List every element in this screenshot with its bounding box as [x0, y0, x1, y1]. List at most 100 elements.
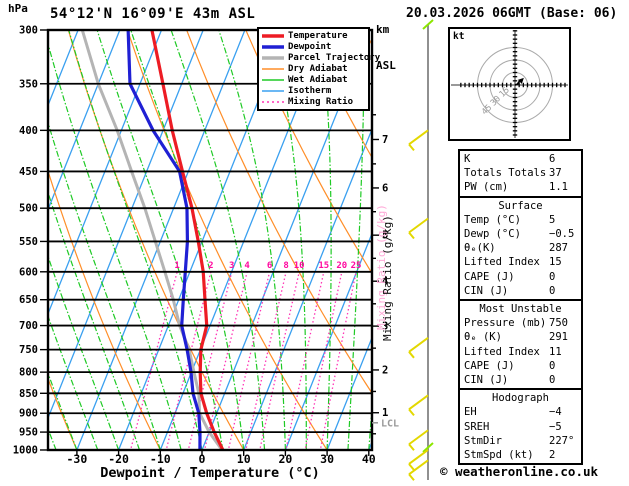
temp-tick-label: 20: [278, 452, 292, 466]
mixing-ratio-line: [304, 271, 343, 450]
wind-barb: [408, 429, 429, 451]
legend-item-isotherm: Isotherm: [261, 86, 366, 97]
legend-item-label: Mixing Ratio: [288, 97, 354, 108]
legend-item-temperature: Temperature: [261, 30, 366, 41]
wet-adiabat-line: [48, 254, 120, 450]
table-section-title: Surface: [498, 199, 543, 212]
table-row: Totals Totals 37: [464, 166, 577, 180]
station-title: 54°12'N 16°09'E 43m ASL: [50, 6, 256, 22]
table-row: CIN (J) 0: [464, 284, 577, 298]
temperature-axis-label: Dewpoint / Temperature (°C): [100, 465, 320, 481]
km-tick-label: 5: [382, 230, 388, 242]
table-row-label: Totals Totals: [464, 167, 547, 180]
table-row: PW (cm) 1.1: [464, 180, 577, 194]
table-row-value: −5: [549, 420, 562, 433]
pressure-tick-label: 700: [19, 320, 38, 332]
table-row-value: 37: [549, 167, 562, 180]
table-row-label: PW (cm): [464, 181, 509, 194]
isotherm-line: [243, 127, 372, 450]
table-row: StmDir 227°: [464, 434, 577, 448]
table-row-value: 291: [549, 331, 568, 344]
legend-item-parcel-trajectory: Parcel Trajectory: [261, 52, 380, 63]
table-row-value: 287: [549, 242, 568, 255]
table-row-label: StmDir: [464, 434, 502, 447]
table-row: θₑ (K) 291: [464, 330, 577, 344]
table-row-label: CIN (J): [464, 284, 509, 297]
table-row: Pressure (mb) 750: [464, 316, 577, 330]
table-row: CAPE (J) 0: [464, 359, 577, 373]
pressure-axis-unit: hPa: [8, 2, 28, 15]
table-indices: K 6 Totals Totals 37 PW (cm) 1.1: [458, 149, 583, 198]
legend-item-label: Dewpoint: [288, 41, 332, 52]
isotherm-line: [48, 30, 204, 420]
table-row-value: 2: [549, 449, 556, 462]
km-tick-label: 3: [382, 321, 388, 333]
table-section-title: Hodograph: [492, 392, 549, 405]
hodograph-trace-arrowhead: [517, 77, 524, 84]
mixing-ratio-value-label: 6: [267, 261, 272, 271]
table-hodograph-stats: Hodograph EH −4 SREH −5 StmDir 227° StmSpd (kt)…: [458, 388, 583, 466]
pressure-tick-label: 300: [19, 25, 38, 37]
table-row-label: CAPE (J): [464, 270, 515, 283]
mixing-ratio-value-label: 2: [208, 261, 213, 271]
credit: © weatheronline.co.uk: [440, 464, 599, 479]
table-row-label: Lifted Index: [464, 345, 540, 358]
isotherm-line: [284, 231, 372, 450]
mixing-ratio-value-label: 10: [294, 261, 305, 271]
table-row-value: 750: [549, 317, 568, 330]
temp-tick-label: 10: [237, 452, 251, 466]
table-surface: Surface Temp (°C) 5 Dewp (°C) −0.5 θₑ(K) 287 Li…: [458, 195, 583, 302]
mixing-ratio-value-label: 15: [318, 261, 329, 271]
wet-adiabat-line: [130, 30, 245, 450]
staff-bottom-marker: [422, 442, 434, 453]
pressure-tick-label: 750: [19, 344, 38, 356]
legend-line-sample: [262, 33, 284, 38]
table-row: SREH −5: [464, 420, 577, 434]
pressure-tick-label: 600: [19, 266, 38, 278]
isotherm-line: [48, 30, 121, 212]
wind-barb: [408, 459, 429, 481]
legend-line-sample: [262, 68, 284, 70]
stats-tables: K 6 Totals Totals 37 PW (cm) 1.1 Surface Temp (…: [458, 149, 583, 466]
table-row-value: 5: [549, 213, 556, 226]
wet-adiabat-line: [48, 190, 141, 450]
legend-line-sample: [262, 56, 284, 60]
table-row-label: θₑ (K): [464, 331, 502, 344]
legend-item-mixing-ratio: Mixing Ratio: [261, 97, 366, 108]
wet-adiabat-line: [48, 371, 78, 450]
legend-item-dewpoint: Dewpoint: [261, 41, 366, 52]
table-row-label: Dewp (°C): [464, 228, 521, 241]
mixing-ratio-line: [129, 271, 178, 450]
table-row: StmSpd (kt) 2: [464, 448, 577, 462]
isotherm-line: [76, 30, 246, 450]
mixing-ratio-line: [203, 271, 248, 450]
table-row: CIN (J) 0: [464, 373, 577, 387]
table-row-value: 0: [549, 284, 556, 297]
legend: Temperature Dewpoint Parcel Trajectory Dry …: [257, 27, 380, 111]
table-row-label: Temp (°C): [464, 213, 521, 226]
wet-adiabat-line: [48, 314, 99, 450]
table-row-value: 15: [549, 256, 562, 269]
legend-line-sample: [262, 45, 284, 49]
mixing-ratio-line: [227, 271, 271, 450]
table-row-label: StmSpd (kt): [464, 449, 534, 462]
mixing-ratio-line: [259, 271, 300, 450]
mixing-ratio-value-label: 8: [283, 261, 288, 271]
temp-tick-label: -10: [150, 452, 171, 466]
pressure-tick-label: 1000: [13, 444, 38, 456]
wet-adiabat-line: [218, 30, 287, 450]
table-row-label: Pressure (mb): [464, 317, 547, 330]
wind-barb: [408, 394, 429, 416]
wet-adiabat-line: [96, 30, 224, 450]
pressure-tick-label: 850: [19, 388, 38, 400]
mixing-ratio-line: [245, 271, 287, 450]
legend-item-label: Wet Adiabat: [288, 75, 348, 86]
plot-border: [46, 28, 374, 452]
pressure-tick-label: 900: [19, 408, 38, 420]
table-row-value: 1.1: [549, 181, 568, 194]
temp-tick-label: 30: [320, 452, 334, 466]
wet-adiabat-line: [48, 41, 182, 450]
legend-item-label: Isotherm: [288, 86, 332, 97]
mixing-ratio-value-label: 1: [174, 261, 179, 271]
table-row-label: Lifted Index: [464, 256, 540, 269]
